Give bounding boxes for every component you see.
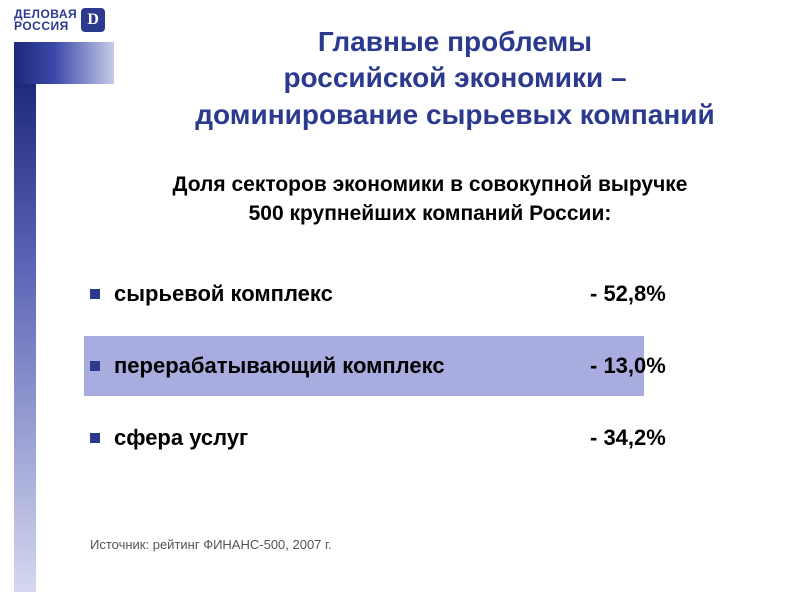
bullet-icon bbox=[90, 289, 100, 299]
bullet-icon bbox=[90, 361, 100, 371]
sector-list: сырьевой комплекс- 52,8% перерабатывающий… bbox=[90, 258, 750, 474]
slide-title: Главные проблемыроссийской экономики –до… bbox=[130, 24, 780, 133]
logo-text: ДЕЛОВАЯ РОССИЯ bbox=[14, 8, 77, 32]
sector-label: сырьевой комплекс bbox=[114, 281, 590, 307]
slide-subtitle: Доля секторов экономики в совокупной выр… bbox=[100, 170, 760, 229]
sector-row: перерабатывающий комплекс- 13,0% bbox=[84, 330, 750, 402]
logo-icon: D bbox=[81, 8, 105, 32]
sector-label: сфера услуг bbox=[114, 425, 590, 451]
decor-top-bar bbox=[14, 42, 114, 84]
sector-label: перерабатывающий комплекс bbox=[114, 353, 590, 379]
sector-row: сфера услуг- 34,2% bbox=[90, 402, 750, 474]
source-citation: Источник: рейтинг ФИНАНС-500, 2007 г. bbox=[90, 537, 332, 552]
sector-value: - 52,8% bbox=[590, 281, 750, 307]
sector-value: - 34,2% bbox=[590, 425, 750, 451]
logo-line2: РОССИЯ bbox=[14, 20, 77, 32]
sector-row: сырьевой комплекс- 52,8% bbox=[90, 258, 750, 330]
logo-block: ДЕЛОВАЯ РОССИЯ D bbox=[14, 8, 105, 32]
bullet-icon bbox=[90, 433, 100, 443]
sector-value: - 13,0% bbox=[590, 353, 750, 379]
slide: ДЕЛОВАЯ РОССИЯ D Главные проблемыроссийс… bbox=[0, 0, 800, 600]
decor-vertical-bar bbox=[14, 84, 36, 592]
